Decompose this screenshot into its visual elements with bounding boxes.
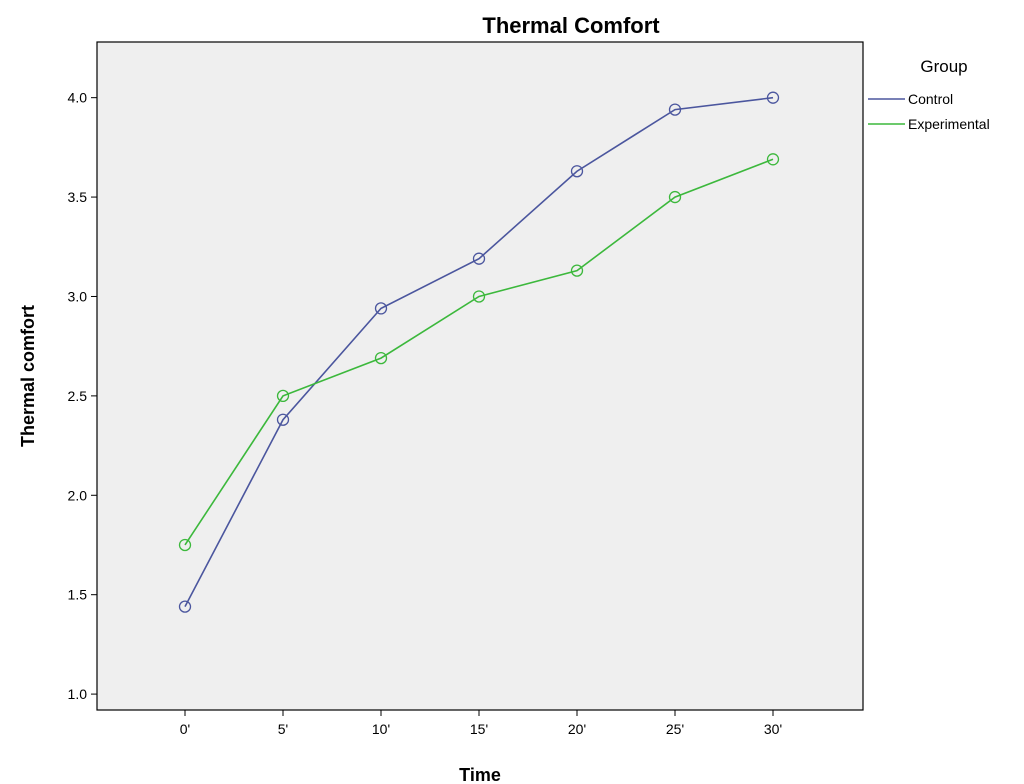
- x-tick-label: 25': [666, 721, 684, 737]
- data-point-experimental: [374, 351, 388, 365]
- legend-title: Group: [920, 57, 967, 76]
- data-point-control: [178, 600, 192, 613]
- data-point-control: [374, 302, 388, 315]
- data-point-experimental: [178, 538, 192, 552]
- legend-label-control: Control: [908, 91, 953, 107]
- y-tick-label: 3.5: [68, 189, 88, 205]
- x-tick-label: 15': [470, 721, 488, 737]
- y-tick-label: 3.0: [68, 288, 88, 304]
- x-axis: 0' 5' 10' 15' 20' 25' 30': [180, 710, 782, 737]
- x-tick-label: 0': [180, 721, 190, 737]
- data-point-experimental: [668, 190, 682, 204]
- y-tick-label: 2.0: [68, 487, 88, 503]
- series-layer: [178, 91, 780, 613]
- data-point-experimental: [472, 290, 486, 303]
- data-point-experimental: [276, 389, 290, 403]
- legend: Group Control Experimental: [868, 57, 990, 132]
- data-point-experimental: [570, 264, 584, 277]
- x-tick-label: 30': [764, 721, 782, 737]
- data-point-experimental: [766, 153, 780, 166]
- x-axis-label: Time: [459, 765, 501, 784]
- y-axis-label: Thermal comfort: [18, 305, 38, 447]
- series-line-control: [184, 96, 774, 607]
- series-line-experimental: [184, 158, 774, 546]
- data-point-control: [570, 165, 584, 178]
- data-point-control: [668, 103, 682, 116]
- y-tick-label: 1.5: [68, 587, 88, 603]
- x-tick-label: 20': [568, 721, 586, 737]
- y-tick-label: 2.5: [68, 388, 88, 404]
- data-point-control: [766, 91, 780, 104]
- chart-title: Thermal Comfort: [482, 13, 660, 38]
- y-tick-label: 4.0: [68, 90, 88, 106]
- data-point-control: [472, 252, 486, 265]
- x-tick-label: 10': [372, 721, 390, 737]
- y-tick-label: 1.0: [68, 686, 88, 702]
- x-tick-label: 5': [278, 721, 288, 737]
- y-axis: 1.0 1.5 2.0 2.5 3.0 3.5 4.0: [68, 90, 97, 702]
- legend-label-experimental: Experimental: [908, 116, 990, 132]
- plot-area: [96, 41, 864, 711]
- data-point-control: [276, 413, 290, 426]
